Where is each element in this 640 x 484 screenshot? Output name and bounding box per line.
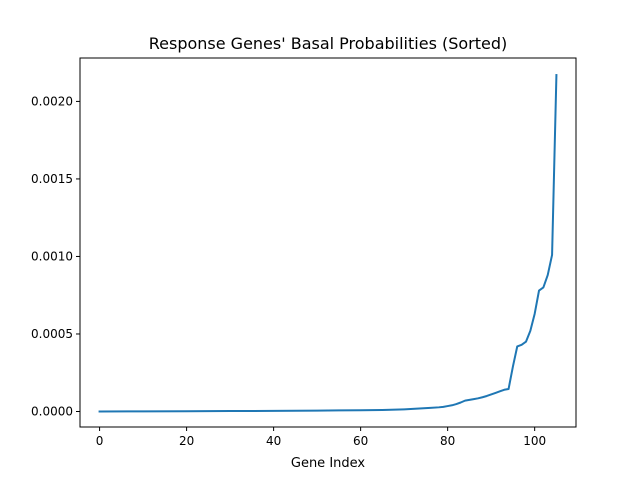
x-axis-label: Gene Index <box>291 456 366 471</box>
x-tick-label: 0 <box>96 434 104 448</box>
y-tick-label: 0.0005 <box>31 327 73 341</box>
series-layer <box>98 74 558 413</box>
y-tick-label: 0.0010 <box>31 249 73 263</box>
x-tick-label: 60 <box>353 434 368 448</box>
y-axis-ticks: 0.0000 0.0005 0.0010 0.0015 0.0020 <box>31 94 80 418</box>
y-tick-label: 0.0000 <box>31 404 73 418</box>
x-axis-ticks: 0 20 40 60 80 100 <box>96 427 546 448</box>
series-line <box>98 74 558 413</box>
x-tick-label: 100 <box>523 434 546 448</box>
x-tick-label: 80 <box>440 434 455 448</box>
x-tick-label: 40 <box>266 434 281 448</box>
chart-title: Response Genes' Basal Probabilities (Sor… <box>149 34 508 53</box>
y-tick-label: 0.0020 <box>31 94 73 108</box>
y-tick-label: 0.0015 <box>31 172 73 186</box>
x-tick-label: 20 <box>179 434 194 448</box>
plot-frame <box>79 57 577 428</box>
